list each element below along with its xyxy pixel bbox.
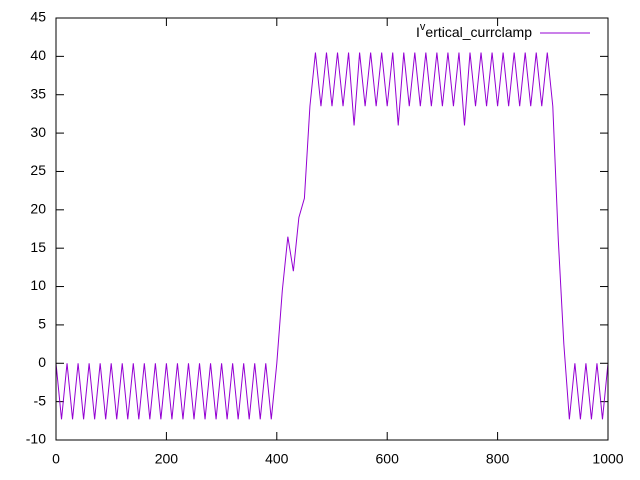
y-tick-label: 45 [30, 9, 46, 25]
plot-border [55, 17, 609, 441]
y-tick-label: 10 [30, 277, 46, 293]
legend-label: Ivertical_currclamp [416, 21, 532, 40]
data-line [55, 52, 609, 420]
x-tick-label: 800 [486, 451, 510, 467]
y-tick-label: 15 [30, 239, 46, 255]
x-tick-label: 400 [265, 451, 289, 467]
x-tick-label: 1000 [592, 451, 623, 467]
x-tick-label: 600 [376, 451, 400, 467]
y-tick-label: 0 [38, 354, 46, 370]
y-tick-label: 25 [30, 162, 46, 178]
y-tick-label: 20 [30, 201, 46, 217]
y-tick-label: -5 [34, 392, 47, 408]
y-tick-label: 30 [30, 124, 46, 140]
y-tick-label: 40 [30, 47, 46, 63]
x-tick-label: 200 [155, 451, 179, 467]
y-tick-label: 5 [38, 316, 46, 332]
y-tick-label: -10 [26, 431, 46, 447]
x-tick-label: 0 [52, 451, 60, 467]
y-tick-label: 35 [30, 85, 46, 101]
